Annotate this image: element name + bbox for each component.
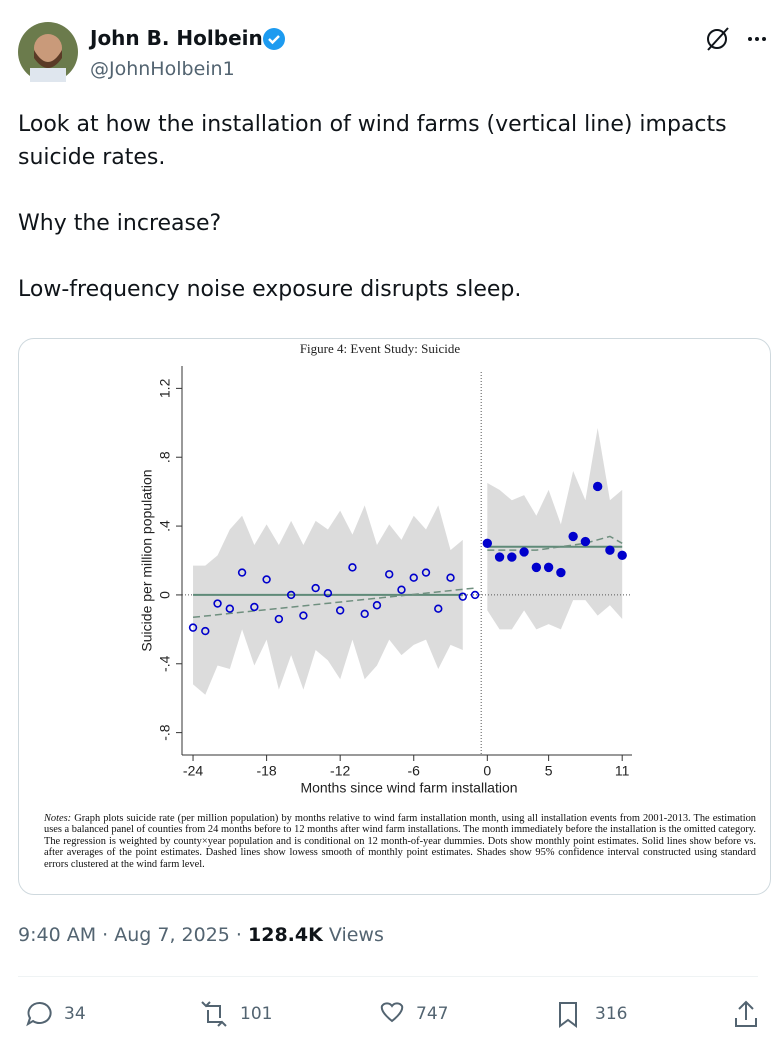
point bbox=[592, 481, 603, 492]
point bbox=[225, 604, 235, 613]
notes: Notes: Graph plots suicide rate (per mil… bbox=[44, 813, 756, 870]
point bbox=[323, 589, 333, 598]
point bbox=[409, 573, 418, 582]
lowess-line bbox=[192, 587, 476, 619]
point bbox=[507, 552, 517, 562]
confidence-band bbox=[193, 505, 463, 695]
confidence-band bbox=[487, 427, 623, 630]
time: 9:40 AM · Aug 7, 2025 · bbox=[18, 924, 248, 946]
chart-title: Figure 4: Event Study: Suicide bbox=[300, 341, 461, 356]
top-icons[interactable] bbox=[704, 26, 770, 52]
point bbox=[470, 590, 480, 600]
x-tick-label: 5 bbox=[545, 763, 553, 779]
point bbox=[274, 614, 284, 624]
point bbox=[519, 547, 529, 557]
x-tick-label: -24 bbox=[183, 763, 203, 779]
notes-label: Notes: bbox=[44, 813, 72, 824]
point bbox=[250, 602, 259, 612]
point bbox=[580, 536, 591, 547]
tweet-text: Look at how the installation of wind far… bbox=[18, 108, 758, 306]
point bbox=[385, 570, 394, 579]
notes-text: Graph plots suicide rate (per million po… bbox=[44, 813, 756, 870]
bookmark-count[interactable]: 316 bbox=[595, 1004, 628, 1024]
point bbox=[237, 568, 247, 577]
y-tick-label: -.8 bbox=[157, 724, 173, 741]
paragraph: Look at how the installation of wind far… bbox=[18, 112, 727, 170]
verified-badge bbox=[263, 28, 285, 50]
point bbox=[299, 611, 308, 620]
y-tick-label: -.4 bbox=[157, 655, 173, 672]
point bbox=[494, 552, 505, 562]
point bbox=[568, 531, 578, 542]
y-tick-label: 0 bbox=[157, 591, 173, 599]
point bbox=[556, 567, 566, 578]
point bbox=[286, 590, 296, 600]
point bbox=[458, 592, 467, 601]
point bbox=[617, 550, 627, 561]
point bbox=[360, 609, 369, 619]
timestamp: 9:40 AM · Aug 7, 2025 · 128.4K Views bbox=[18, 924, 384, 946]
author-name[interactable]: John B. Holbein bbox=[90, 26, 263, 50]
point bbox=[397, 585, 406, 594]
point bbox=[543, 562, 554, 573]
point bbox=[201, 626, 210, 636]
point bbox=[446, 573, 455, 582]
author-handle[interactable]: @JohnHolbein1 bbox=[90, 58, 235, 80]
paragraph: Low-frequency noise exposure disrupts sl… bbox=[18, 277, 522, 302]
chart: Figure 4: Event Study: Suicide -.8 -.4 0 .4.… bbox=[139, 341, 632, 796]
reply-count[interactable]: 34 bbox=[64, 1004, 86, 1024]
divider bbox=[18, 976, 758, 977]
point bbox=[531, 562, 542, 573]
media-card[interactable] bbox=[18, 338, 771, 895]
point bbox=[348, 563, 357, 572]
point bbox=[335, 606, 345, 615]
paragraph: Why the increase? bbox=[18, 211, 222, 236]
avatar[interactable] bbox=[18, 22, 78, 82]
repost-count[interactable]: 101 bbox=[240, 1004, 273, 1024]
point bbox=[188, 623, 198, 632]
point bbox=[605, 545, 615, 555]
x-tick-label: -6 bbox=[408, 763, 421, 779]
point bbox=[311, 583, 320, 593]
x-axis-label: Months since wind farm installation bbox=[300, 780, 517, 796]
point bbox=[372, 601, 382, 610]
y-tick-label: 1.2 bbox=[157, 378, 173, 398]
point bbox=[482, 538, 493, 548]
point bbox=[434, 604, 443, 613]
y-tick-label: .8 bbox=[157, 451, 173, 463]
action-icons bbox=[26, 1000, 757, 1028]
point bbox=[421, 568, 431, 577]
x-tick-label: -18 bbox=[256, 763, 276, 779]
x-tick-label: 11 bbox=[615, 763, 630, 779]
like-count[interactable]: 747 bbox=[416, 1004, 449, 1024]
views-label: Views bbox=[322, 924, 384, 946]
point bbox=[262, 575, 271, 584]
y-axis-label: Suicide per million population bbox=[139, 469, 155, 651]
x-tick-label: 0 bbox=[483, 763, 491, 779]
point bbox=[213, 599, 222, 608]
y-tick-label: .4 bbox=[157, 520, 173, 532]
views-count: 128.4K bbox=[248, 924, 323, 946]
x-tick-label: -12 bbox=[330, 763, 350, 779]
